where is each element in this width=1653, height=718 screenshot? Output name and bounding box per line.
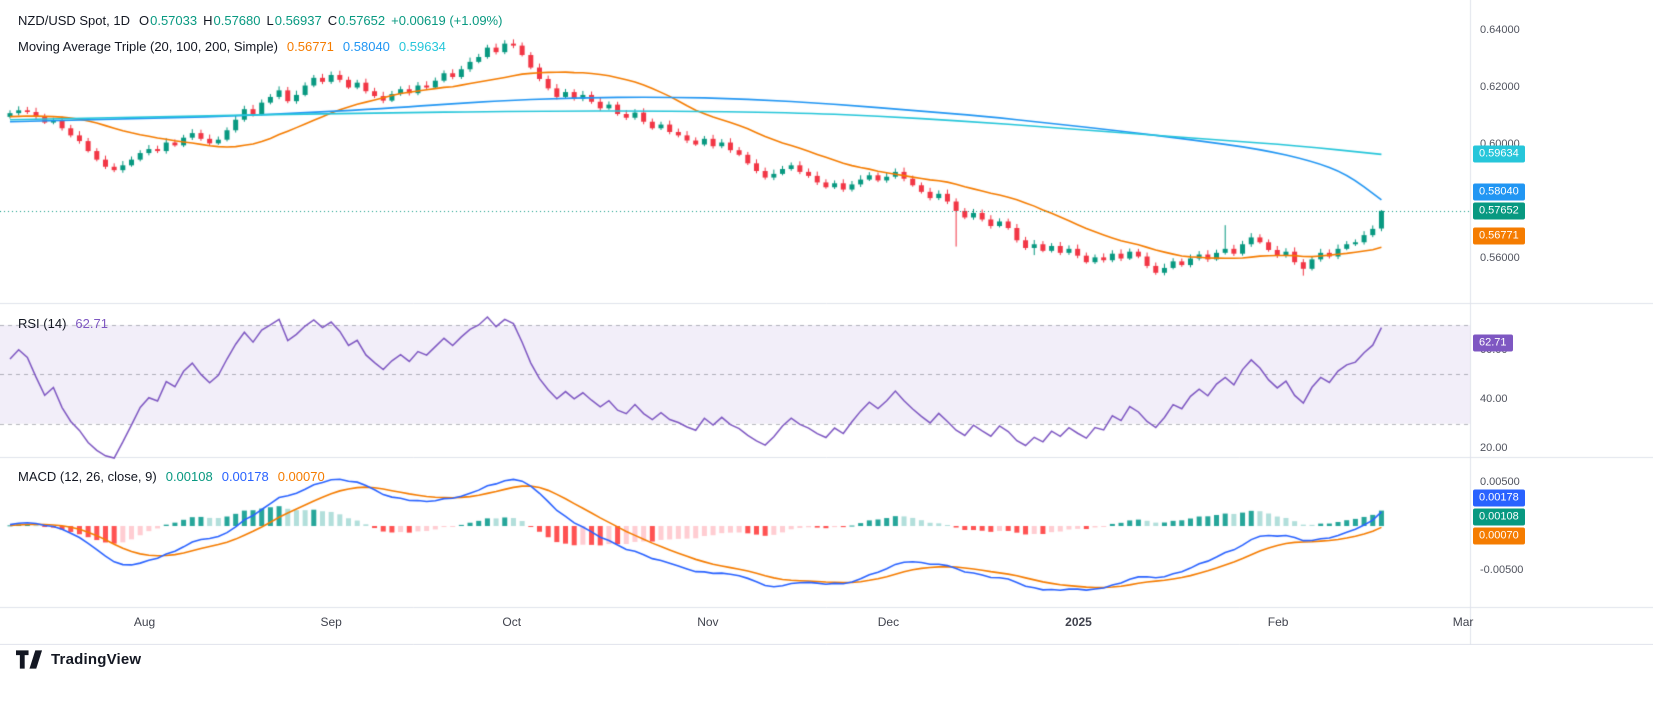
time-axis[interactable]: Aug Sep Oct Nov Dec 2025 Feb Mar bbox=[0, 607, 1653, 644]
ma200-value: 0.59634 bbox=[398, 39, 446, 54]
ohlc-values: O 0.57033 H 0.57680 L 0.56937 C 0.57652 +0.0… bbox=[139, 13, 502, 28]
time-axis-label: 2025 bbox=[1065, 615, 1092, 629]
price-axis-label: 0.56000 bbox=[1480, 251, 1520, 264]
symbol-title[interactable]: NZD/USD Spot, 1D bbox=[18, 13, 130, 28]
rsi-axis-badge: 62.71 bbox=[1473, 334, 1513, 352]
ma100-value: 0.58040 bbox=[342, 39, 390, 54]
price-axis-badge: 0.57652 bbox=[1473, 202, 1525, 220]
rsi-value: 62.71 bbox=[75, 316, 108, 331]
macd-line-value: 0.00178 bbox=[221, 469, 269, 484]
macd-signal-value: 0.00070 bbox=[277, 469, 325, 484]
tradingview-brand-text[interactable]: TradingView bbox=[51, 651, 142, 668]
high-label: H bbox=[203, 13, 213, 28]
time-axis-label: Oct bbox=[502, 615, 522, 629]
price-axis-badge: 0.58040 bbox=[1473, 183, 1525, 201]
price-axis-label: 0.64000 bbox=[1480, 23, 1520, 36]
time-axis-label: Sep bbox=[320, 615, 342, 629]
chart-canvas[interactable] bbox=[0, 0, 1653, 645]
time-axis-label: Feb bbox=[1267, 615, 1289, 629]
close-label: C bbox=[327, 13, 338, 28]
rsi-legend-row: RSI (14) 62.71 bbox=[18, 316, 108, 331]
low-label: L bbox=[266, 13, 274, 28]
price-legend-row: NZD/USD Spot, 1D O 0.57033 H 0.57680 L 0.56… bbox=[18, 13, 502, 28]
low-pair: L 0.56937 bbox=[267, 13, 322, 28]
macd-axis-label: 0.00500 bbox=[1480, 476, 1520, 488]
price-axis-badge: 0.56771 bbox=[1473, 227, 1525, 245]
open-value: 0.57033 bbox=[150, 13, 198, 28]
rsi-axis-label: 40.00 bbox=[1480, 393, 1508, 406]
macd-hist-value: 0.00108 bbox=[165, 469, 213, 484]
tradingview-logo-icon[interactable] bbox=[16, 650, 43, 669]
price-axis-label: 0.62000 bbox=[1480, 80, 1520, 93]
macd-indicator-title[interactable]: MACD (12, 26, close, 9) bbox=[18, 469, 157, 484]
open-pair: O 0.57033 bbox=[139, 13, 197, 28]
time-axis-label: Nov bbox=[697, 615, 719, 629]
low-value: 0.56937 bbox=[274, 13, 322, 28]
ma-legend-row: Moving Average Triple (20, 100, 200, Sim… bbox=[18, 39, 446, 54]
footer: TradingView bbox=[16, 650, 141, 669]
time-axis-label: Dec bbox=[877, 615, 900, 629]
time-axis-label: Mar bbox=[1452, 615, 1474, 629]
ma20-value: 0.56771 bbox=[286, 39, 334, 54]
macd-axis-badge: 0.00070 bbox=[1473, 527, 1525, 544]
close-pair: C 0.57652 bbox=[328, 13, 385, 28]
rsi-axis-label: 20.00 bbox=[1480, 442, 1508, 455]
macd-axis-badge: 0.00108 bbox=[1473, 508, 1525, 525]
time-axis-label: Aug bbox=[133, 615, 156, 629]
macd-axis-badge: 0.00178 bbox=[1473, 489, 1525, 506]
price-axis[interactable]: 0.640000.620000.600000.5600060.0040.0020… bbox=[1470, 0, 1653, 607]
high-pair: H 0.57680 bbox=[203, 13, 260, 28]
macd-legend-row: MACD (12, 26, close, 9) 0.00108 0.00178 … bbox=[18, 469, 325, 484]
rsi-indicator-title[interactable]: RSI (14) bbox=[18, 316, 67, 331]
open-label: O bbox=[138, 13, 150, 28]
macd-axis-label: -0.00500 bbox=[1480, 564, 1524, 577]
ma-indicator-title[interactable]: Moving Average Triple (20, 100, 200, Sim… bbox=[18, 39, 278, 54]
price-axis-badge: 0.59634 bbox=[1473, 145, 1525, 163]
change-value: +0.00619 (+1.09%) bbox=[391, 13, 503, 28]
close-value: 0.57652 bbox=[338, 13, 386, 28]
high-value: 0.57680 bbox=[213, 13, 261, 28]
